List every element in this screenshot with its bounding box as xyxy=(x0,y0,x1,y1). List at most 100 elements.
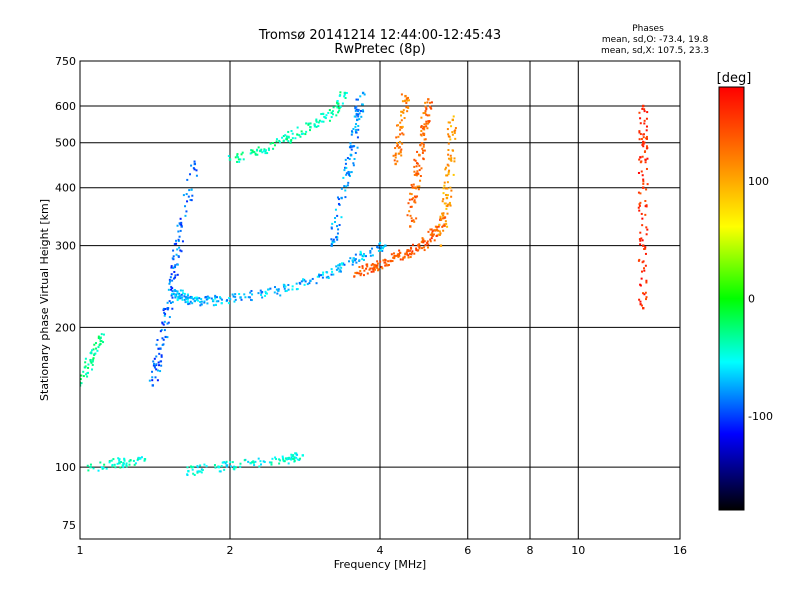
scatter-dot xyxy=(102,341,105,344)
scatter-dot xyxy=(123,458,126,461)
scatter-dot xyxy=(108,461,111,464)
scatter-dot xyxy=(197,470,200,473)
scatter-dot xyxy=(158,352,161,355)
scatter-dot xyxy=(643,110,646,113)
scatter-dot xyxy=(277,288,280,291)
scatter-dot xyxy=(420,130,423,133)
scatter-dot xyxy=(439,217,442,220)
scatter-dot xyxy=(422,143,425,146)
data-point xyxy=(355,118,359,122)
scatter-dot xyxy=(170,266,173,269)
scatter-dot xyxy=(176,263,179,266)
scatter-dot xyxy=(396,254,399,257)
scatter-dot xyxy=(400,119,403,122)
scatter-dot xyxy=(80,382,83,385)
scatter-dot xyxy=(340,187,343,190)
scatter-dot xyxy=(332,273,335,276)
scatter-dot xyxy=(171,293,174,296)
scatter-dot xyxy=(644,213,647,216)
scatter-dot xyxy=(405,106,408,109)
scatter-dot xyxy=(122,463,125,466)
scatter-dot xyxy=(345,91,348,94)
scatter-dot xyxy=(384,261,387,264)
scatter-dot xyxy=(302,132,305,135)
scatter-dot xyxy=(199,304,202,307)
scatter-dot xyxy=(355,105,358,108)
scatter-dot xyxy=(291,285,294,288)
scatter-dot xyxy=(183,295,186,298)
scatter-dot xyxy=(251,149,254,152)
scatter-dot xyxy=(640,212,643,215)
scatter-dot xyxy=(114,466,117,469)
scatter-dot xyxy=(381,249,384,252)
data-point xyxy=(309,279,312,283)
scatter-dot xyxy=(179,297,182,300)
scatter-dot xyxy=(186,474,189,477)
scatter-dot xyxy=(283,285,286,288)
scatter-dot xyxy=(197,299,200,302)
scatter-dot xyxy=(168,282,171,285)
scatter-dot xyxy=(641,224,644,227)
scatter-dot xyxy=(176,273,179,276)
scatter-dot xyxy=(426,122,429,125)
scatter-dot xyxy=(321,276,324,279)
scatter-dot xyxy=(639,133,642,136)
scatter-dot xyxy=(449,154,452,157)
scatter-dot xyxy=(407,256,410,259)
scatter-dot xyxy=(411,250,414,253)
scatter-dot xyxy=(178,222,181,225)
scatter-dot xyxy=(180,223,183,226)
y-axis-label: Stationary phase Virtual Height [km] xyxy=(38,199,51,401)
scatter-dot xyxy=(414,159,417,162)
scatter-dot xyxy=(639,192,642,195)
scatter-dot xyxy=(387,260,390,263)
scatter-dot xyxy=(275,288,278,291)
scatter-dot xyxy=(233,300,236,303)
data-point xyxy=(259,149,262,153)
scatter-dot xyxy=(443,224,446,227)
scatter-dot xyxy=(376,262,379,265)
scatter-dot xyxy=(354,109,357,112)
scatter-dot xyxy=(344,162,347,165)
scatter-dot xyxy=(443,181,446,184)
scatter-dot xyxy=(206,295,209,298)
scatter-dot xyxy=(427,246,430,249)
scatter-dot xyxy=(365,267,368,270)
scatter-dot xyxy=(281,455,284,458)
scatter-dot xyxy=(155,363,158,366)
scatter-dot xyxy=(292,457,295,460)
scatter-dot xyxy=(359,250,362,253)
scatter-dot xyxy=(258,465,261,468)
scatter-dot xyxy=(350,148,353,151)
scatter-dot xyxy=(361,103,364,106)
scatter-dot xyxy=(335,265,338,268)
scatter-dot xyxy=(289,141,292,144)
scatter-dot xyxy=(419,175,422,178)
scatter-dot xyxy=(260,291,263,294)
scatter-dot xyxy=(275,458,278,461)
scatter-dot xyxy=(638,131,641,134)
y-tick-label: 400 xyxy=(55,182,76,195)
data-point xyxy=(180,296,183,299)
scatter-dot xyxy=(225,460,228,463)
scatter-dot xyxy=(423,249,426,252)
scatter-dot xyxy=(313,125,316,128)
scatter-dot xyxy=(177,238,180,241)
scatter-dot xyxy=(396,253,399,256)
scatter-dot xyxy=(395,136,398,139)
scatter-dot xyxy=(179,249,182,252)
scatter-dot xyxy=(171,296,174,299)
scatter-dot xyxy=(340,216,343,219)
scatter-dot xyxy=(359,253,362,256)
scatter-dot xyxy=(422,112,425,115)
scatter-dot xyxy=(446,205,449,208)
scatter-dot xyxy=(185,296,188,299)
scatter-dot xyxy=(177,230,180,233)
scatter-dot xyxy=(639,156,642,159)
scatter-dot xyxy=(192,298,195,301)
scatter-dot xyxy=(445,174,448,177)
scatter-dot xyxy=(203,300,206,303)
scatter-dot xyxy=(287,136,290,139)
scatter-dot xyxy=(181,298,184,301)
scatter-dot xyxy=(205,465,208,468)
